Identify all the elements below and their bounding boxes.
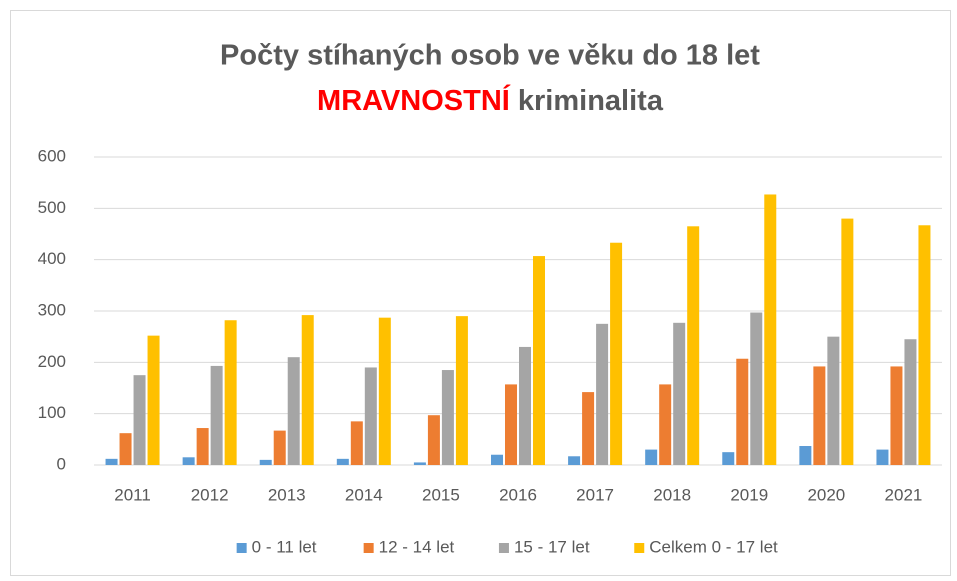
bar	[659, 384, 672, 465]
subtitle-rest: kriminalita	[518, 85, 664, 117]
bar	[427, 415, 440, 465]
y-tick-label: 500	[38, 198, 66, 217]
bar	[841, 218, 854, 465]
bar	[596, 323, 609, 465]
x-tick-label: 2011	[114, 485, 151, 504]
bar	[750, 312, 763, 465]
bar	[519, 346, 531, 465]
legend-swatch	[634, 543, 645, 553]
bar	[568, 456, 581, 465]
bar	[273, 430, 286, 465]
bar	[764, 194, 777, 465]
bar	[147, 335, 160, 465]
bar	[413, 462, 426, 465]
bar	[890, 366, 903, 465]
y-tick-label: 0	[57, 454, 66, 473]
y-tick-label: 400	[38, 249, 66, 268]
legend-swatch	[363, 543, 374, 553]
bar	[336, 458, 349, 465]
legend-swatch	[236, 543, 247, 553]
x-tick-label: 2015	[422, 485, 460, 504]
bar	[105, 458, 118, 465]
legend-swatch	[498, 543, 509, 553]
bar	[610, 242, 623, 465]
bar	[582, 392, 595, 465]
bar	[904, 339, 917, 465]
x-tick-label: 2021	[885, 485, 923, 504]
bar	[259, 459, 272, 465]
bar	[918, 225, 931, 465]
bar	[722, 452, 735, 465]
y-tick-label: 300	[38, 300, 66, 319]
x-tick-label: 2013	[268, 485, 306, 504]
bar	[287, 357, 300, 465]
subtitle-highlight: MRAVNOSTNÍ	[317, 83, 511, 117]
bar	[133, 375, 146, 465]
bar	[533, 256, 545, 465]
bar	[378, 317, 391, 465]
bar	[301, 315, 314, 465]
chart-subtitle: MRAVNOSTNÍ kriminalita	[317, 83, 664, 117]
bar	[491, 454, 503, 465]
x-tick-label: 2020	[807, 485, 845, 504]
y-tick-label: 200	[38, 352, 66, 371]
bar	[224, 320, 237, 465]
bar	[505, 384, 517, 465]
x-tick-label: 2016	[499, 485, 537, 504]
x-tick-label: 2019	[730, 485, 768, 504]
x-tick-label: 2018	[653, 485, 691, 504]
legend-label: Celkem 0 - 17 let	[649, 537, 778, 556]
bar	[441, 370, 454, 465]
bar	[799, 446, 812, 465]
bar	[645, 449, 658, 465]
bar	[119, 433, 132, 465]
bar	[876, 449, 889, 465]
bar	[827, 336, 840, 465]
bar	[364, 367, 377, 465]
chart-border	[10, 10, 951, 576]
x-tick-label: 2017	[576, 485, 614, 504]
bar	[687, 226, 700, 465]
bar	[455, 316, 468, 465]
bar	[736, 358, 749, 465]
y-tick-label: 600	[38, 146, 66, 165]
x-tick-label: 2014	[345, 485, 383, 504]
legend-label: 15 - 17 let	[514, 537, 590, 556]
bar	[673, 322, 686, 465]
legend-label: 0 - 11 let	[252, 537, 317, 556]
x-tick-label: 2012	[191, 485, 229, 504]
bar	[350, 421, 363, 465]
bar	[210, 365, 223, 465]
legend-label: 12 - 14 let	[379, 537, 455, 556]
chart-title: Počty stíhaných osob ve věku do 18 let	[220, 40, 760, 72]
bar	[196, 428, 209, 465]
bar	[182, 457, 195, 465]
y-tick-label: 100	[38, 403, 66, 422]
bar	[813, 366, 826, 465]
